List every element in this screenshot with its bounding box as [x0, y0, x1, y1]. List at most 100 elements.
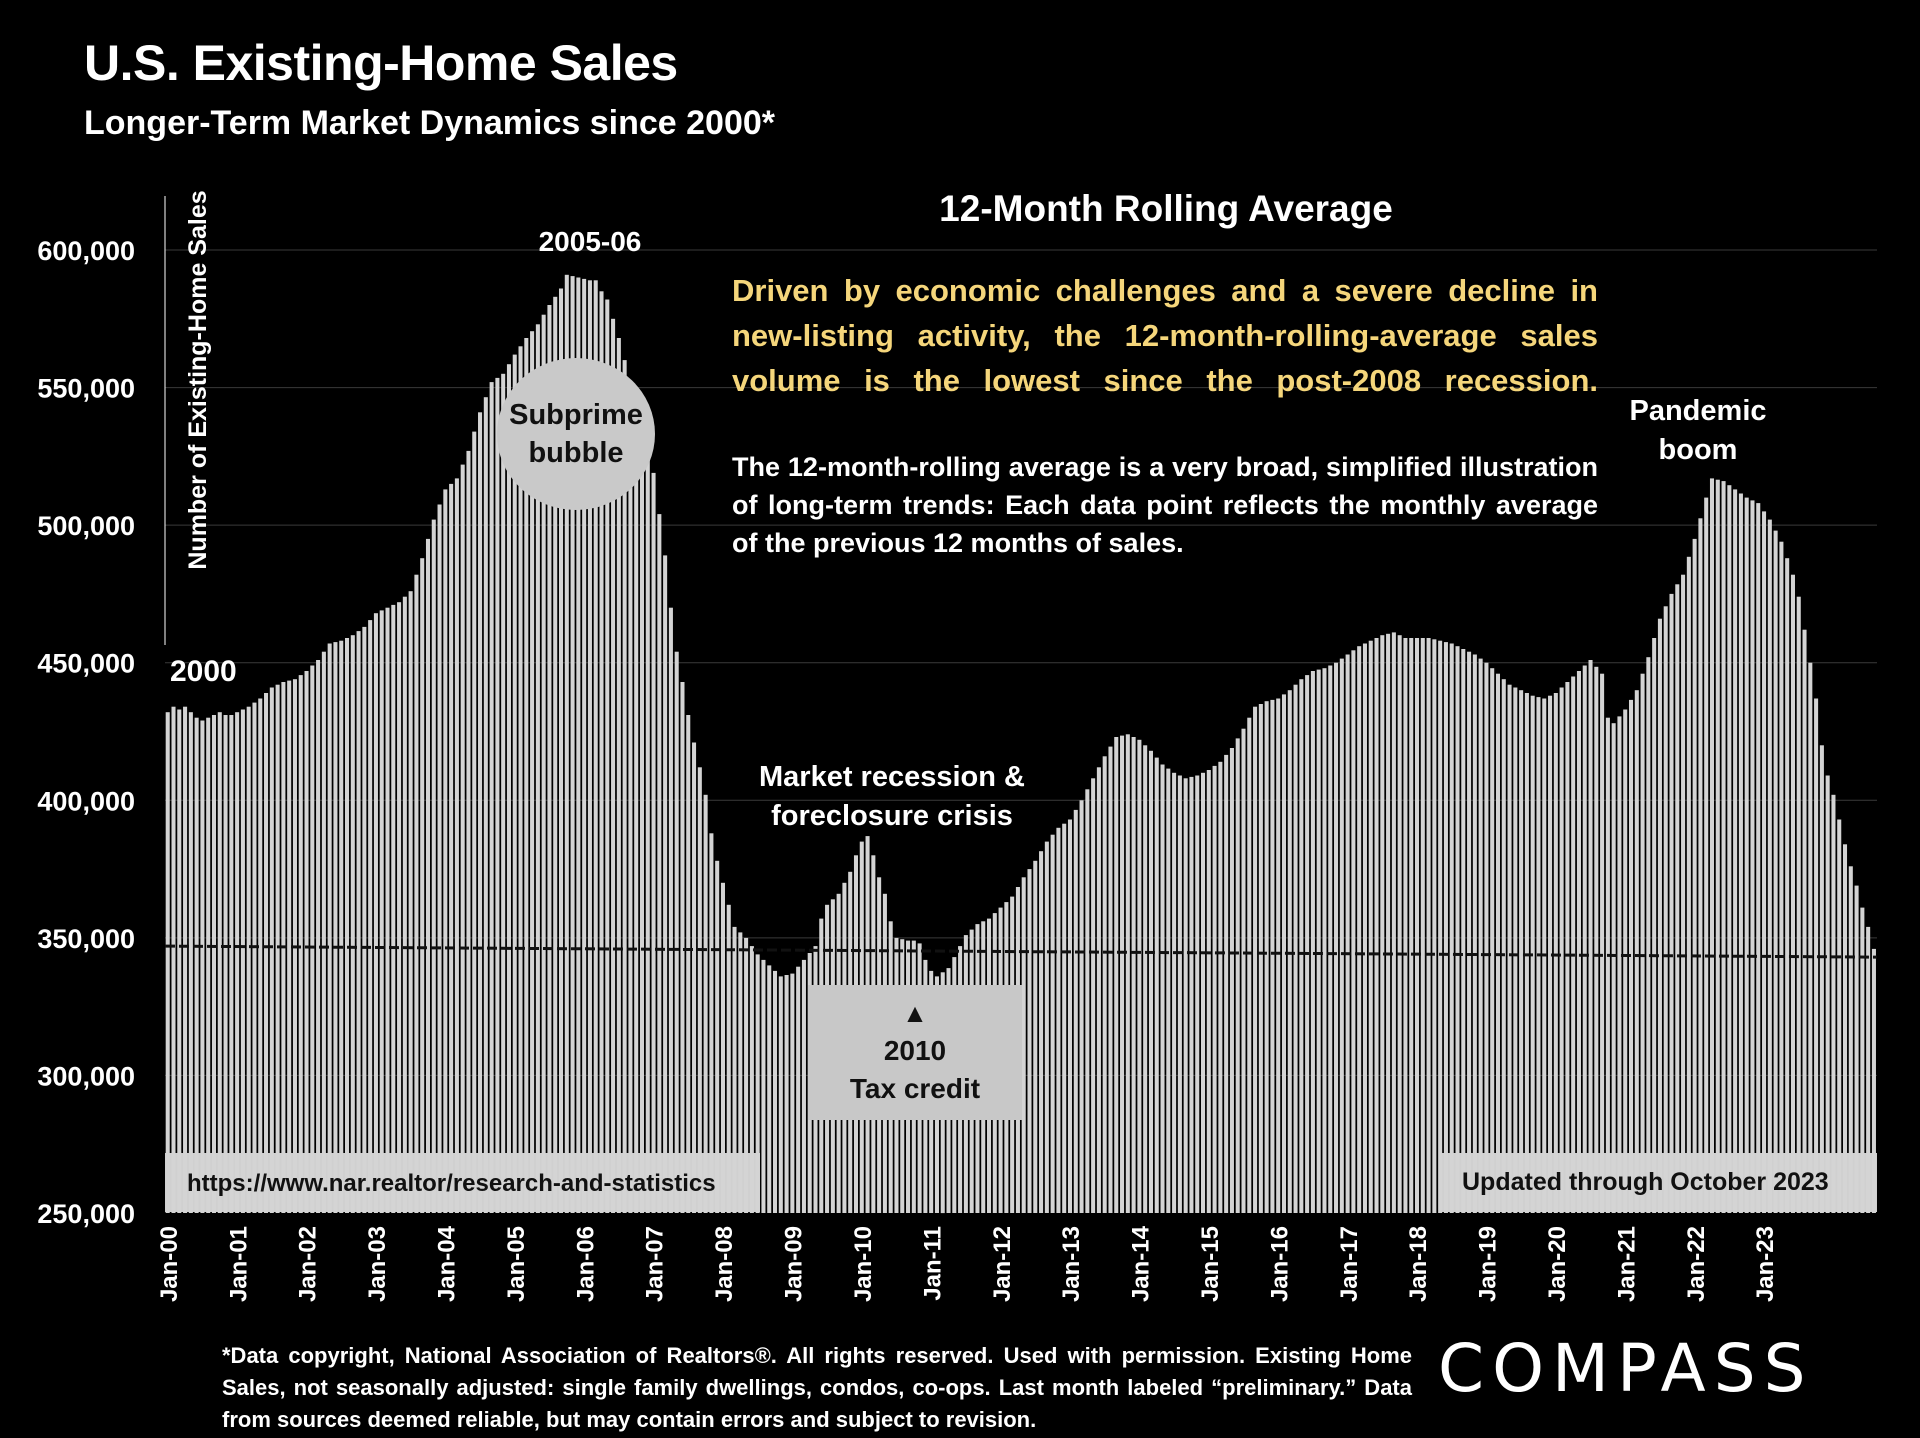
bar [211, 715, 217, 1213]
bar [1039, 851, 1044, 1213]
bar [1617, 716, 1622, 1213]
x-tick-label: Jan-16 [1266, 1226, 1293, 1302]
bar [1328, 665, 1333, 1213]
bar [1195, 775, 1200, 1213]
bar [1420, 638, 1425, 1213]
bar [1096, 767, 1101, 1213]
bar [483, 397, 488, 1213]
bar [1675, 584, 1680, 1213]
bar [1067, 819, 1073, 1213]
bar [1438, 640, 1443, 1213]
bar [310, 665, 315, 1213]
bar [408, 591, 413, 1213]
bar [1831, 794, 1836, 1213]
bar [1646, 657, 1651, 1213]
bar [512, 354, 517, 1214]
bar [1299, 679, 1304, 1213]
bar [1091, 778, 1096, 1213]
subprime-line2: bubble [528, 437, 624, 469]
bar [663, 555, 668, 1213]
bar [1814, 698, 1819, 1213]
bar [223, 715, 228, 1213]
bar [1305, 675, 1310, 1213]
x-tick-label: Jan-00 [156, 1226, 183, 1302]
bar [1721, 481, 1726, 1214]
bar [1669, 593, 1674, 1213]
chart-inner-title: 12-Month Rolling Average [939, 188, 1393, 229]
bar [1467, 651, 1472, 1213]
footnote: *Data copyright, National Association of… [222, 1343, 1412, 1432]
bar [1443, 642, 1448, 1213]
bar [1681, 574, 1686, 1213]
x-tick-label: Jan-21 [1613, 1226, 1640, 1302]
bar [1715, 479, 1720, 1213]
bar [1779, 541, 1784, 1213]
y-tick-label: 400,000 [37, 786, 135, 816]
bar [1345, 654, 1350, 1213]
bar [1652, 638, 1657, 1213]
subprime-bubble-label: Subprime bubble [497, 396, 655, 472]
bar [1056, 827, 1061, 1213]
reference-dashed-line [164, 944, 1878, 959]
bar [1403, 638, 1408, 1213]
x-tick-label: Jan-20 [1544, 1226, 1571, 1302]
bar [1050, 834, 1055, 1213]
source-url: https://www.nar.realtor/research-and-sta… [187, 1170, 716, 1197]
bar [1501, 679, 1506, 1213]
bar [755, 954, 760, 1213]
updated-note: Updated through October 2023 [1462, 1168, 1829, 1196]
pandemic-label: Pandemic boom [1608, 392, 1788, 470]
bar [1611, 723, 1616, 1213]
bar [628, 387, 633, 1214]
bar [784, 975, 789, 1213]
bar [1270, 699, 1275, 1213]
bar [489, 382, 494, 1214]
bar [391, 604, 396, 1213]
bar [425, 538, 431, 1213]
bar [674, 651, 679, 1213]
bar [616, 338, 621, 1213]
bar [1247, 717, 1252, 1213]
bar [1391, 632, 1396, 1213]
chart-subtitle: Longer-Term Market Dynamics since 2000* [84, 104, 775, 142]
bar [1657, 618, 1662, 1213]
bar [356, 631, 361, 1213]
x-tick-label: Jan-15 [1197, 1226, 1224, 1302]
bar [1172, 772, 1177, 1213]
bar [287, 680, 292, 1213]
explanation-note: The 12-month-rolling average is a very b… [732, 452, 1598, 558]
bar [587, 280, 592, 1213]
bar [1472, 654, 1477, 1213]
bar [1137, 739, 1142, 1213]
x-tick-label: Jan-03 [364, 1226, 391, 1302]
bar [333, 642, 338, 1213]
bar [466, 450, 471, 1213]
bar [1044, 841, 1049, 1213]
bar [1628, 699, 1634, 1213]
bar [772, 970, 778, 1213]
bar [1166, 768, 1171, 1213]
bar [761, 959, 766, 1213]
y-tick-label: 300,000 [37, 1061, 135, 1091]
bar [402, 596, 407, 1213]
bar [235, 712, 240, 1213]
bar [1362, 643, 1367, 1213]
bar [709, 833, 714, 1213]
bar [1871, 948, 1876, 1213]
bar [1634, 690, 1639, 1213]
bar [321, 651, 326, 1213]
bar [651, 472, 656, 1213]
x-tick-label: Jan-18 [1405, 1226, 1432, 1302]
bar [478, 412, 483, 1213]
bar [368, 620, 373, 1213]
bar [1790, 574, 1795, 1213]
bar [1588, 660, 1593, 1213]
bar [767, 965, 772, 1213]
bar [582, 278, 587, 1213]
recession-line1: Market recession & [759, 761, 1025, 793]
label-peak-2005-06: 2005-06 [538, 226, 642, 257]
bar [1334, 662, 1339, 1213]
bar [1281, 694, 1287, 1213]
bar [668, 607, 673, 1213]
bar [183, 706, 188, 1213]
